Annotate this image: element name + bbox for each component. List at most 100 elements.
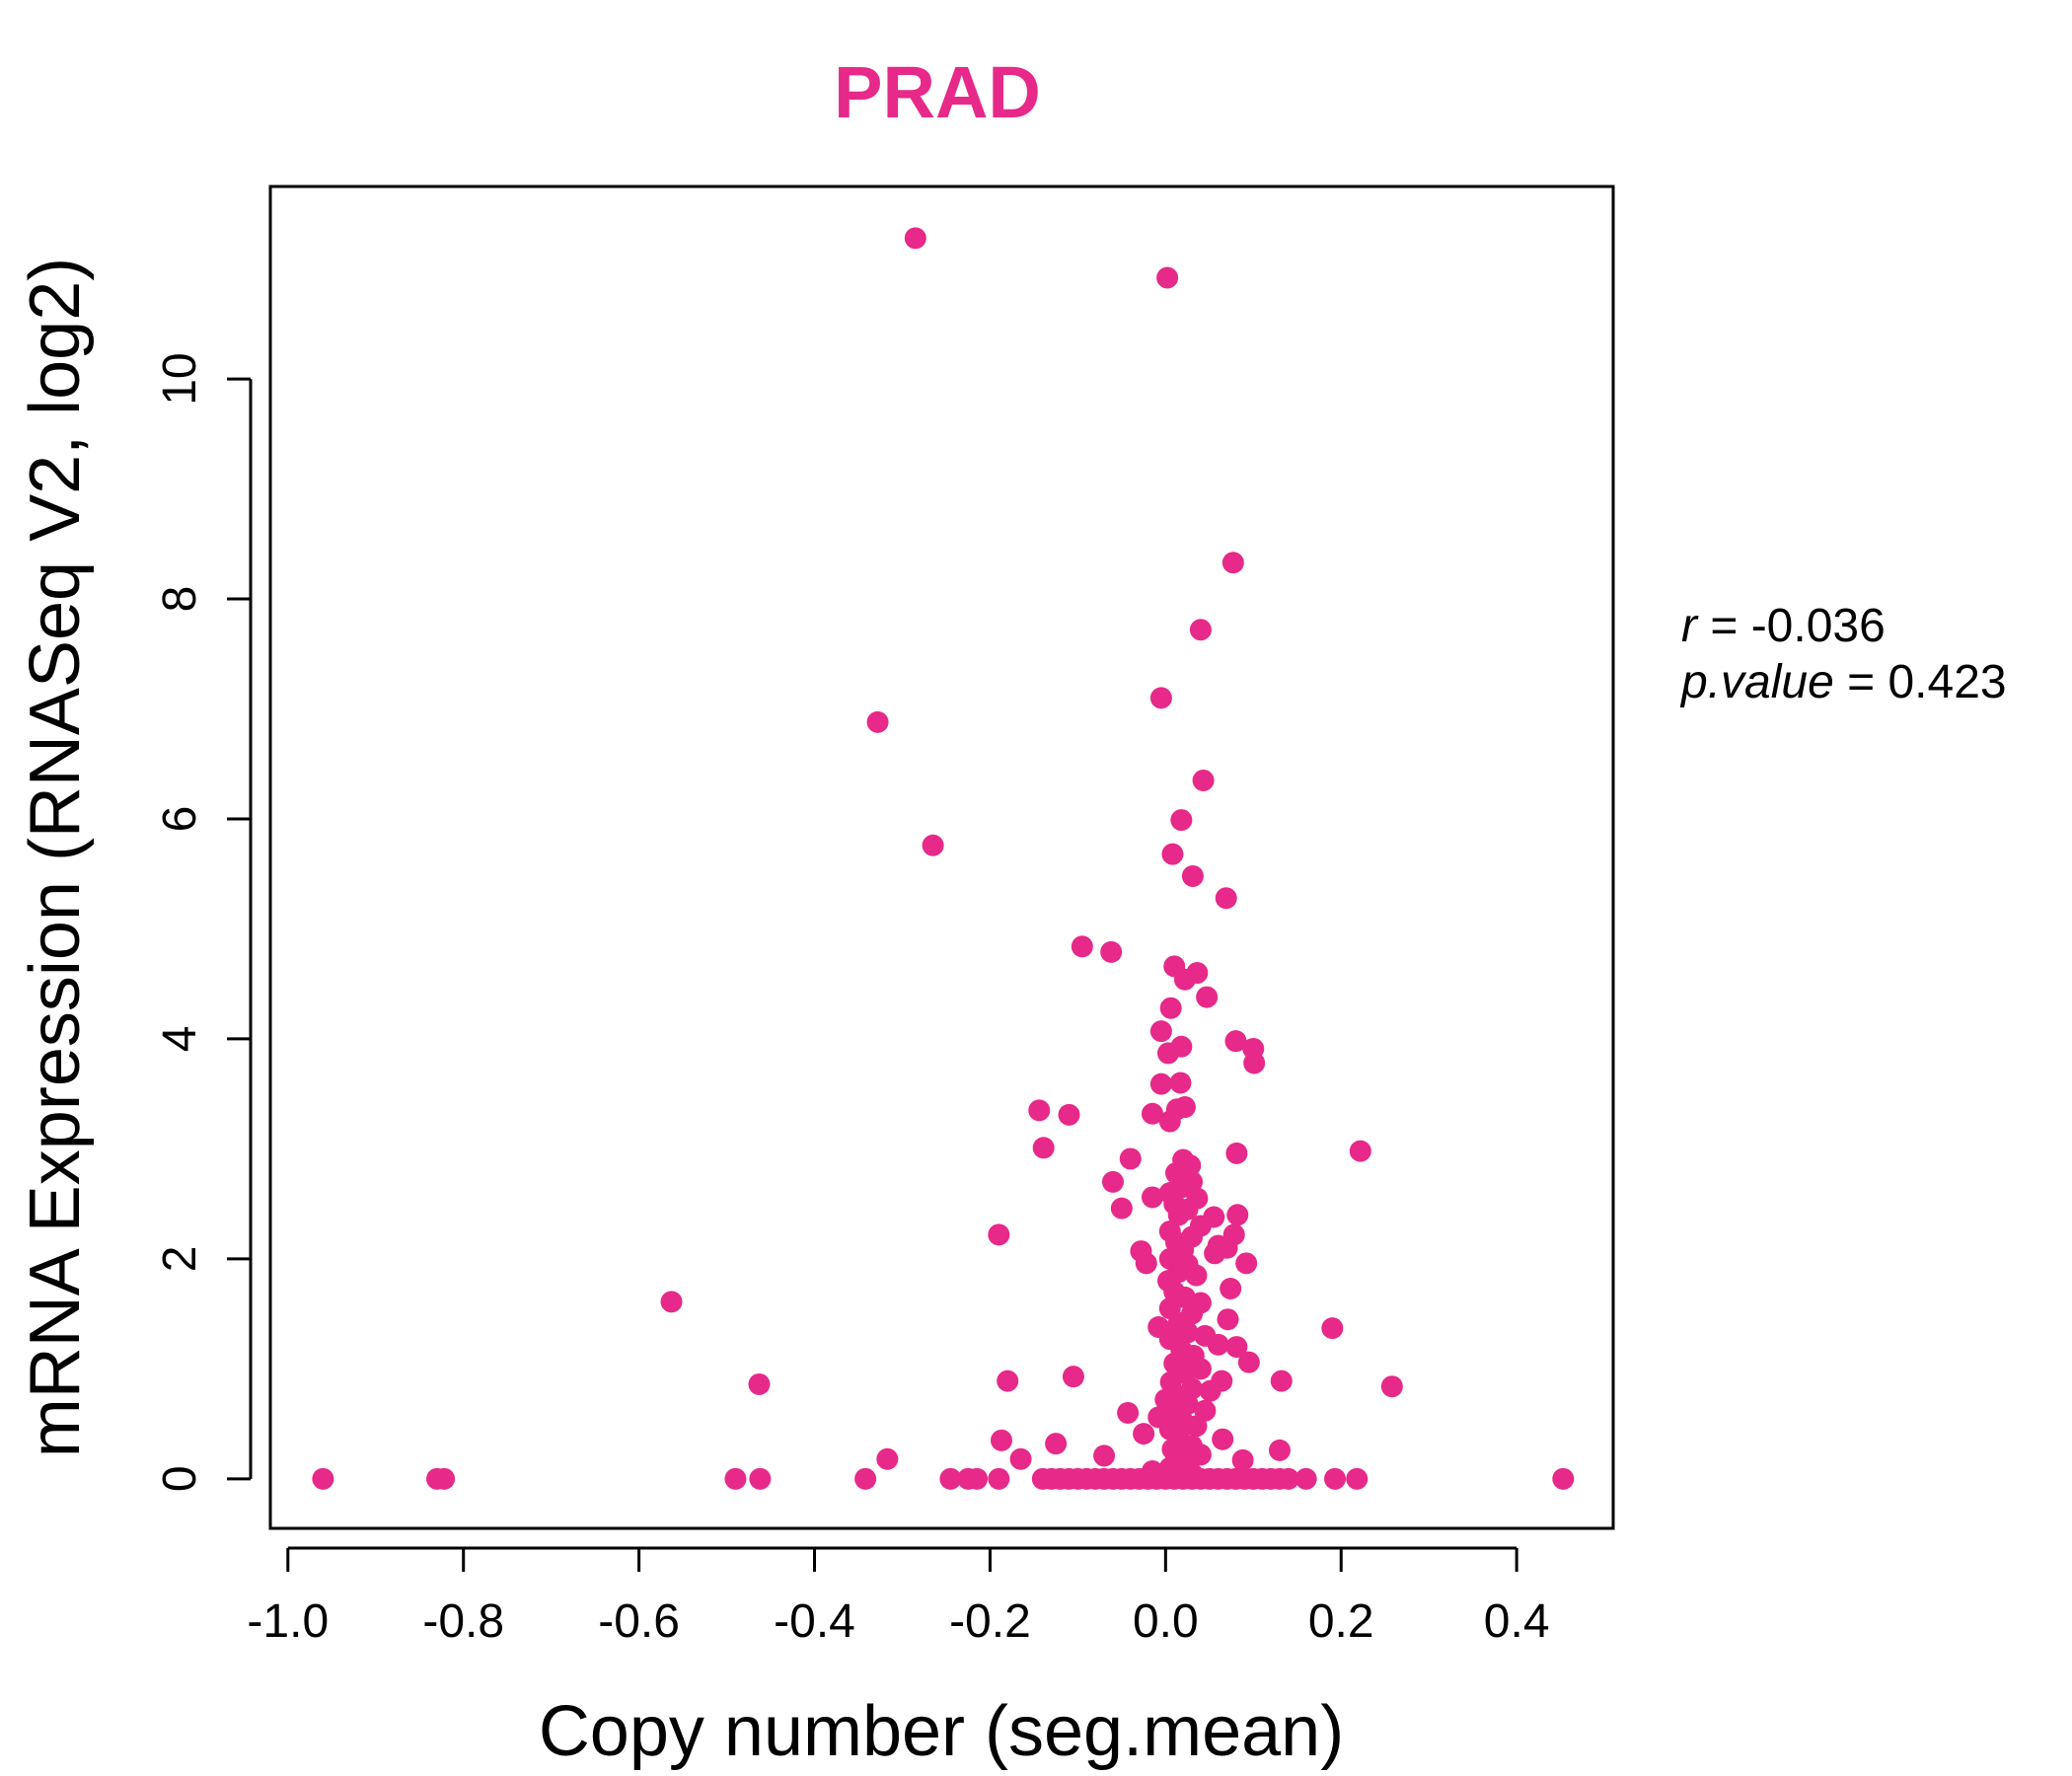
data-point	[1552, 1467, 1575, 1490]
r-value: -0.036	[1751, 600, 1886, 652]
data-point	[922, 834, 944, 856]
data-point	[1032, 1137, 1055, 1159]
data-point	[1346, 1467, 1369, 1490]
data-point	[997, 1369, 1019, 1392]
data-point	[1133, 1423, 1155, 1445]
data-point	[660, 1291, 683, 1313]
data-point	[1117, 1401, 1140, 1424]
x-tick-label: 0.2	[1308, 1595, 1374, 1648]
data-point	[854, 1467, 877, 1490]
data-point	[1268, 1439, 1291, 1461]
data-point	[1270, 1369, 1293, 1392]
data-point	[876, 1447, 899, 1470]
data-point	[1199, 1379, 1221, 1402]
chart-title: PRAD	[834, 51, 1041, 133]
data-point	[724, 1467, 747, 1490]
x-tick-label: -1.0	[247, 1595, 329, 1648]
data-point	[1189, 1443, 1212, 1466]
data-point	[1185, 1264, 1208, 1287]
data-point	[1189, 619, 1212, 641]
data-point	[1149, 1073, 1172, 1095]
data-point	[1196, 986, 1219, 1008]
data-point	[1100, 940, 1123, 963]
x-tick-label: -0.2	[949, 1595, 1031, 1648]
data-point	[1156, 266, 1179, 289]
data-point	[1135, 1252, 1157, 1275]
data-point	[1224, 1030, 1247, 1053]
x-tick-label: -0.4	[774, 1595, 855, 1648]
data-point	[1141, 1186, 1163, 1209]
data-point	[988, 1223, 1010, 1246]
data-point	[1149, 687, 1172, 709]
data-point	[1110, 1197, 1133, 1220]
data-point	[1212, 1428, 1234, 1450]
data-point	[1225, 1336, 1248, 1359]
data-point	[1215, 887, 1237, 910]
data-point	[1101, 1170, 1124, 1193]
data-point	[1119, 1147, 1142, 1170]
data-point	[1176, 1321, 1199, 1344]
data-point	[1170, 809, 1193, 832]
r-label: r	[1681, 600, 1699, 652]
data-point	[1226, 1204, 1249, 1226]
data-point	[1235, 1252, 1258, 1275]
data-points	[312, 227, 1575, 1490]
data-point	[1225, 1142, 1248, 1164]
data-point	[1169, 1072, 1192, 1094]
data-point	[1349, 1140, 1371, 1162]
data-point	[990, 1429, 1012, 1451]
data-point	[1159, 997, 1182, 1019]
data-point	[1176, 1393, 1199, 1416]
data-point	[1217, 1308, 1239, 1331]
data-point	[904, 227, 926, 250]
y-axis-label: mRNA Expression (RNASeq V2, log2)	[16, 258, 95, 1457]
p-value-label: p.value	[1679, 656, 1834, 708]
data-point	[1324, 1467, 1347, 1490]
x-tick-label: -0.8	[422, 1595, 504, 1648]
x-tick-label: 0.0	[1133, 1595, 1199, 1648]
data-point	[1161, 843, 1184, 865]
data-point	[1071, 935, 1093, 958]
data-point	[1181, 864, 1204, 887]
y-tick-label: 0	[154, 1465, 206, 1492]
y-axis: 0 2 4 6 8 10	[154, 352, 253, 1492]
x-tick-label: 0.4	[1484, 1595, 1550, 1648]
data-point	[1231, 1448, 1254, 1471]
y-tick-label: 4	[154, 1026, 206, 1053]
p-value-stat: p.value = 0.423	[1679, 656, 2007, 708]
data-point	[1045, 1433, 1068, 1455]
data-point	[939, 1467, 962, 1490]
x-tick-label: -0.6	[598, 1595, 680, 1648]
data-point	[1295, 1467, 1317, 1490]
plot-frame	[268, 185, 1615, 1530]
data-point	[312, 1467, 334, 1490]
y-tick-label: 10	[154, 352, 206, 405]
data-point	[1173, 968, 1196, 991]
data-point	[866, 710, 889, 733]
data-point	[1204, 1242, 1226, 1265]
r-equals: =	[1697, 600, 1751, 652]
data-point	[1149, 1020, 1172, 1043]
correlation-stat: r = -0.036	[1681, 600, 1886, 652]
x-axis-label: Copy number (seg.mean)	[539, 1692, 1344, 1771]
data-point	[1141, 1102, 1163, 1125]
data-point	[1185, 1415, 1208, 1438]
data-point	[1220, 1277, 1242, 1299]
data-point	[1237, 1351, 1260, 1373]
data-point	[1207, 1333, 1229, 1356]
data-point	[1028, 1099, 1051, 1122]
p-value: 0.423	[1887, 656, 2006, 708]
data-point	[1277, 1467, 1299, 1490]
data-point	[1380, 1375, 1403, 1398]
data-point	[1192, 769, 1215, 791]
data-point	[1181, 1170, 1204, 1193]
y-tick-label: 6	[154, 806, 206, 833]
y-tick-label: 8	[154, 586, 206, 613]
x-axis: -1.0 -0.8 -0.6 -0.4 -0.2 0.0 0.2 0.4	[247, 1546, 1550, 1648]
data-point	[1173, 1096, 1196, 1119]
data-point	[433, 1467, 456, 1490]
data-point	[1243, 1052, 1266, 1074]
data-point	[1062, 1366, 1084, 1388]
data-point	[1157, 1042, 1180, 1065]
